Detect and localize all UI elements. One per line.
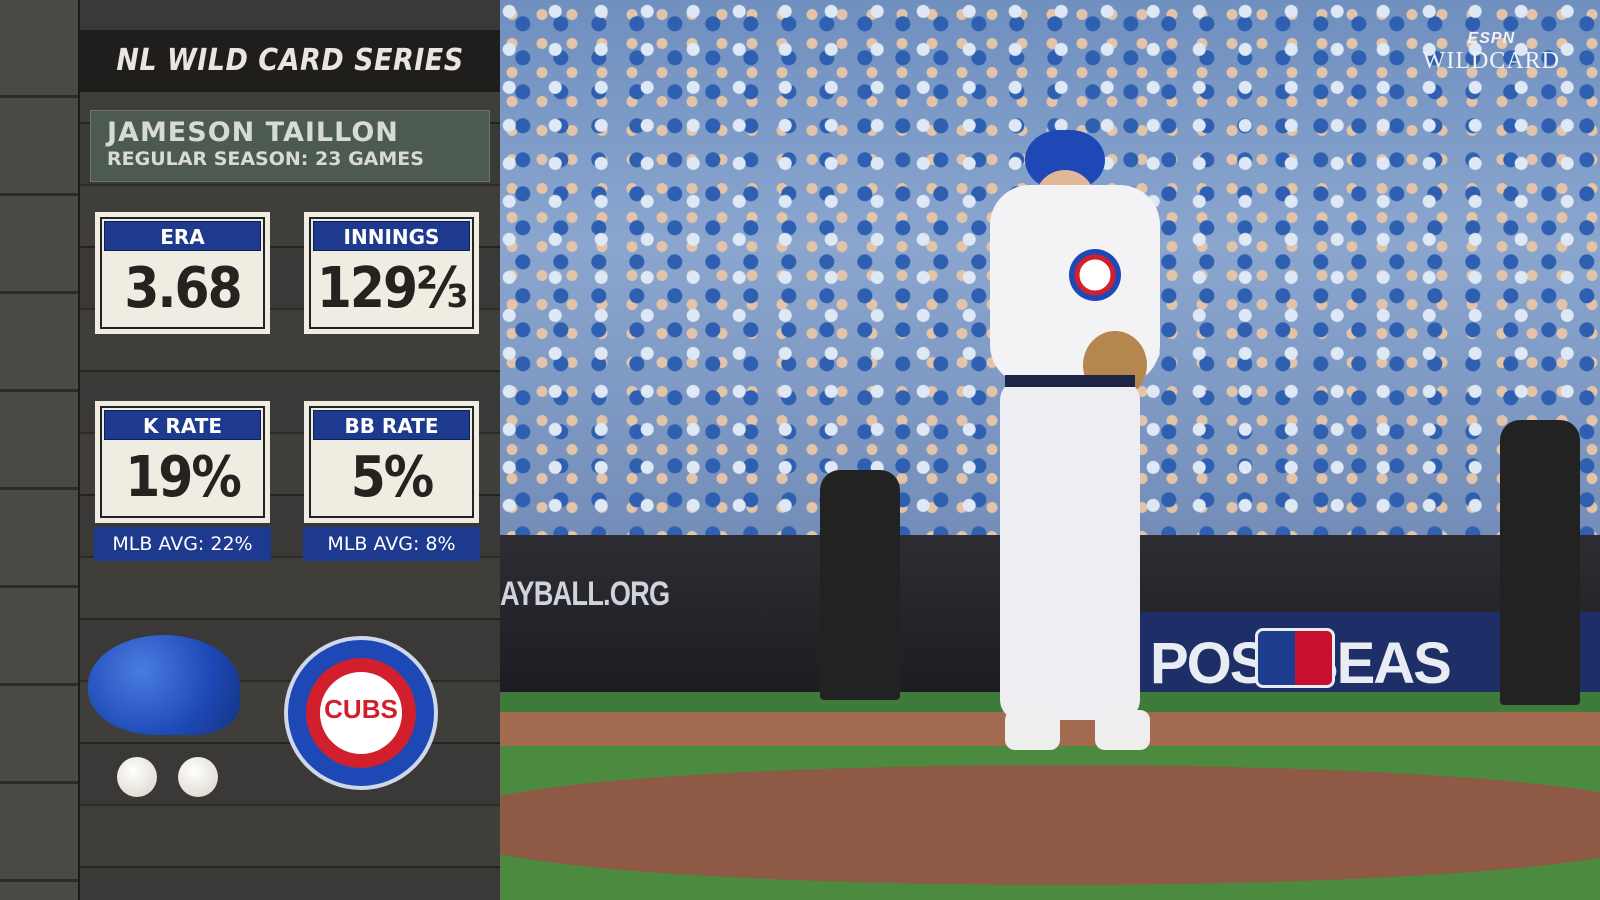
stat-card-era: ERA 3.68: [95, 212, 270, 334]
stat-card-bb-rate: BB RATE 5%: [304, 401, 479, 523]
stat-card-innings: INNINGS 129⅔: [304, 212, 479, 334]
umpire: [820, 470, 900, 700]
baseball-icon: [117, 757, 157, 797]
pitcher: [990, 130, 1160, 750]
k-rate-mlb-average: MLB AVG: 22%: [94, 527, 271, 561]
baseball-icon: [178, 757, 218, 797]
stat-label: ERA: [104, 221, 261, 251]
bb-rate-mlb-average: MLB AVG: 8%: [303, 527, 480, 561]
player-subtitle: REGULAR SEASON: 23 GAMES: [107, 148, 424, 170]
stat-value: 19%: [125, 445, 242, 510]
wood-pillar: [0, 0, 80, 900]
cubs-logo-icon: CUBS: [284, 636, 438, 790]
batting-helmet-icon: [88, 635, 240, 735]
broadcast-video: AYBALL.ORG POSTSEAS ESPN WILDCARD: [500, 0, 1600, 900]
stat-value: 129⅔: [316, 256, 468, 321]
network-bug: ESPN WILDCARD: [1423, 30, 1560, 75]
stat-value: 5%: [350, 445, 435, 510]
stats-graphic-panel: NL WILD CARD SERIES JAMESON TAILLON REGU…: [0, 0, 500, 900]
series-title: NL WILD CARD SERIES: [80, 30, 500, 92]
umpire: [1500, 420, 1580, 705]
stat-label: BB RATE: [313, 410, 470, 440]
wildcard-bug-text: WILDCARD: [1422, 48, 1560, 74]
stat-label: K RATE: [104, 410, 261, 440]
mlb-logo-icon: [1255, 628, 1335, 688]
stat-value: 3.68: [124, 256, 242, 321]
cubs-logo-text: CUBS: [324, 694, 398, 724]
player-nameplate: JAMESON TAILLON REGULAR SEASON: 23 GAMES: [90, 110, 490, 182]
pitchers-mound: [500, 765, 1600, 885]
player-name: JAMESON TAILLON: [107, 117, 399, 148]
stat-card-k-rate: K RATE 19%: [95, 401, 270, 523]
stat-label: INNINGS: [313, 221, 470, 251]
espn-logo: ESPN: [1467, 30, 1516, 47]
wall-ad-text: AYBALL.ORG: [500, 575, 670, 613]
